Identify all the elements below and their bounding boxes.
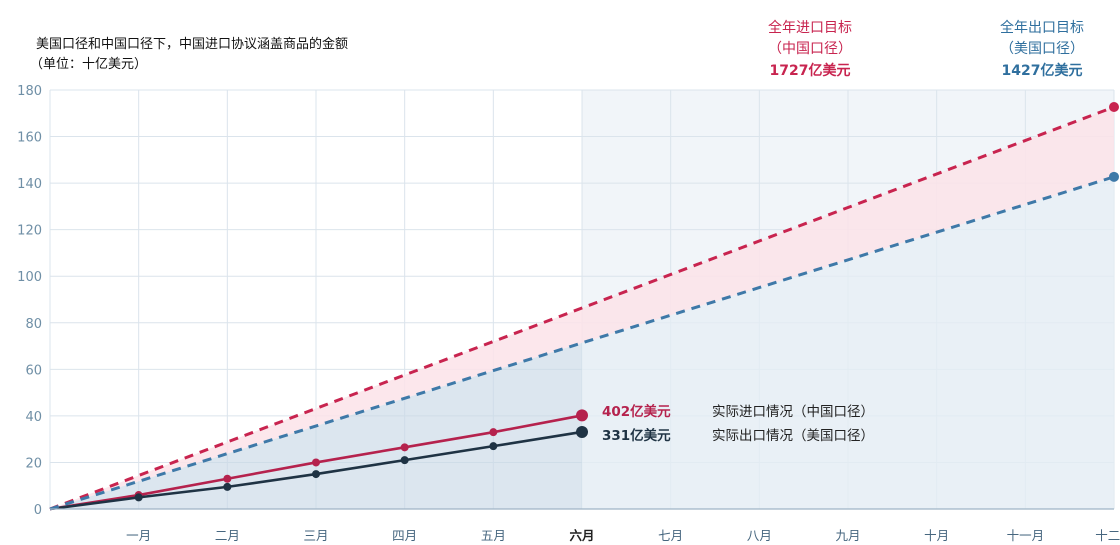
series-name-label: 实际进口情况（中国口径） [712, 404, 874, 420]
data-point [400, 443, 409, 452]
data-point [576, 409, 588, 422]
export-target-line1: 全年出口目标 [1000, 19, 1084, 36]
data-point [134, 493, 143, 502]
x-tick-label: 七月 [658, 528, 683, 543]
y-tick-label: 40 [25, 410, 42, 425]
y-tick-label: 160 [17, 131, 42, 146]
x-tick-label: 十月 [924, 528, 949, 543]
x-tick-label: 六月 [569, 528, 594, 543]
y-tick-label: 100 [17, 270, 42, 285]
x-tick-label: 二月 [215, 528, 240, 543]
chart-title: 美国口径和中国口径下，中国进口协议涵盖商品的金额 [36, 36, 348, 52]
series-name-label: 实际出口情况（美国口径） [712, 428, 874, 444]
export-target-value: 1427亿美元 [1002, 62, 1083, 79]
series-labels: 402亿美元 实际进口情况（中国口径） 331亿美元 实际出口情况（美国口径） [602, 403, 874, 444]
y-tick-label: 140 [17, 177, 42, 192]
x-axis: 一月 二月 三月 四月 五月 六月 七月 八月 九月 十月 十一月 十二月 [50, 508, 1120, 543]
import-target-line1: 全年进口目标 [768, 19, 852, 36]
future-area [582, 176, 1114, 509]
y-tick-label: 120 [17, 224, 42, 239]
x-tick-label: 一月 [126, 528, 151, 543]
series-value-label: 331亿美元 [602, 427, 671, 444]
data-point [400, 456, 409, 465]
import-target-value: 1727亿美元 [770, 62, 851, 79]
export-target-annotation: 全年出口目标 （美国口径） 1427亿美元 [1000, 19, 1084, 79]
y-tick-label: 60 [25, 363, 42, 378]
series-points [134, 101, 1119, 502]
data-point [489, 442, 498, 451]
y-tick-label: 0 [34, 503, 42, 518]
y-tick-label: 80 [25, 317, 42, 332]
series-value-label: 402亿美元 [602, 403, 671, 420]
target-end-point [1109, 171, 1119, 182]
y-tick-label: 180 [17, 84, 42, 99]
data-point [576, 425, 588, 438]
x-tick-label: 三月 [303, 528, 328, 543]
y-axis: 0 20 40 60 80 100 120 140 160 180 [17, 84, 42, 518]
series-line-2 [49, 105, 1115, 511]
x-tick-label: 八月 [747, 528, 772, 543]
x-tick-label: 四月 [392, 528, 417, 543]
x-tick-label: 五月 [481, 528, 506, 543]
y-tick-label: 20 [25, 456, 42, 471]
data-point [223, 482, 232, 491]
import-target-annotation: 全年进口目标 （中国口径） 1727亿美元 [768, 19, 852, 79]
chart-subtitle: （单位：十亿美元） [30, 57, 147, 72]
x-tick-label: 十一月 [1007, 528, 1045, 543]
data-point [312, 458, 320, 467]
x-tick-label: 十二月 [1095, 528, 1120, 543]
target-end-point [1109, 101, 1119, 112]
import-target-line2: （中国口径） [768, 41, 852, 57]
data-point [223, 474, 232, 483]
export-target-line2: （美国口径） [1000, 41, 1084, 57]
x-tick-label: 九月 [835, 528, 860, 543]
series-line-3 [49, 175, 1115, 511]
data-point [489, 428, 498, 437]
data-point [312, 470, 320, 479]
